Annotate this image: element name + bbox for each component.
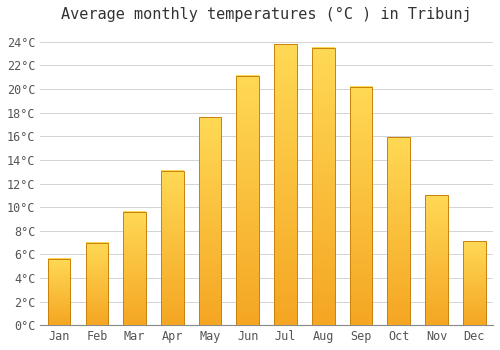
Bar xyxy=(350,87,372,325)
Bar xyxy=(199,118,222,325)
Bar xyxy=(124,212,146,325)
Bar xyxy=(425,195,448,325)
Bar xyxy=(48,259,70,325)
Title: Average monthly temperatures (°C ) in Tribunj: Average monthly temperatures (°C ) in Tr… xyxy=(62,7,472,22)
Bar xyxy=(274,44,297,325)
Bar xyxy=(236,76,259,325)
Bar xyxy=(312,48,334,325)
Bar xyxy=(161,170,184,325)
Bar xyxy=(86,243,108,325)
Bar xyxy=(388,138,410,325)
Bar xyxy=(463,241,485,325)
